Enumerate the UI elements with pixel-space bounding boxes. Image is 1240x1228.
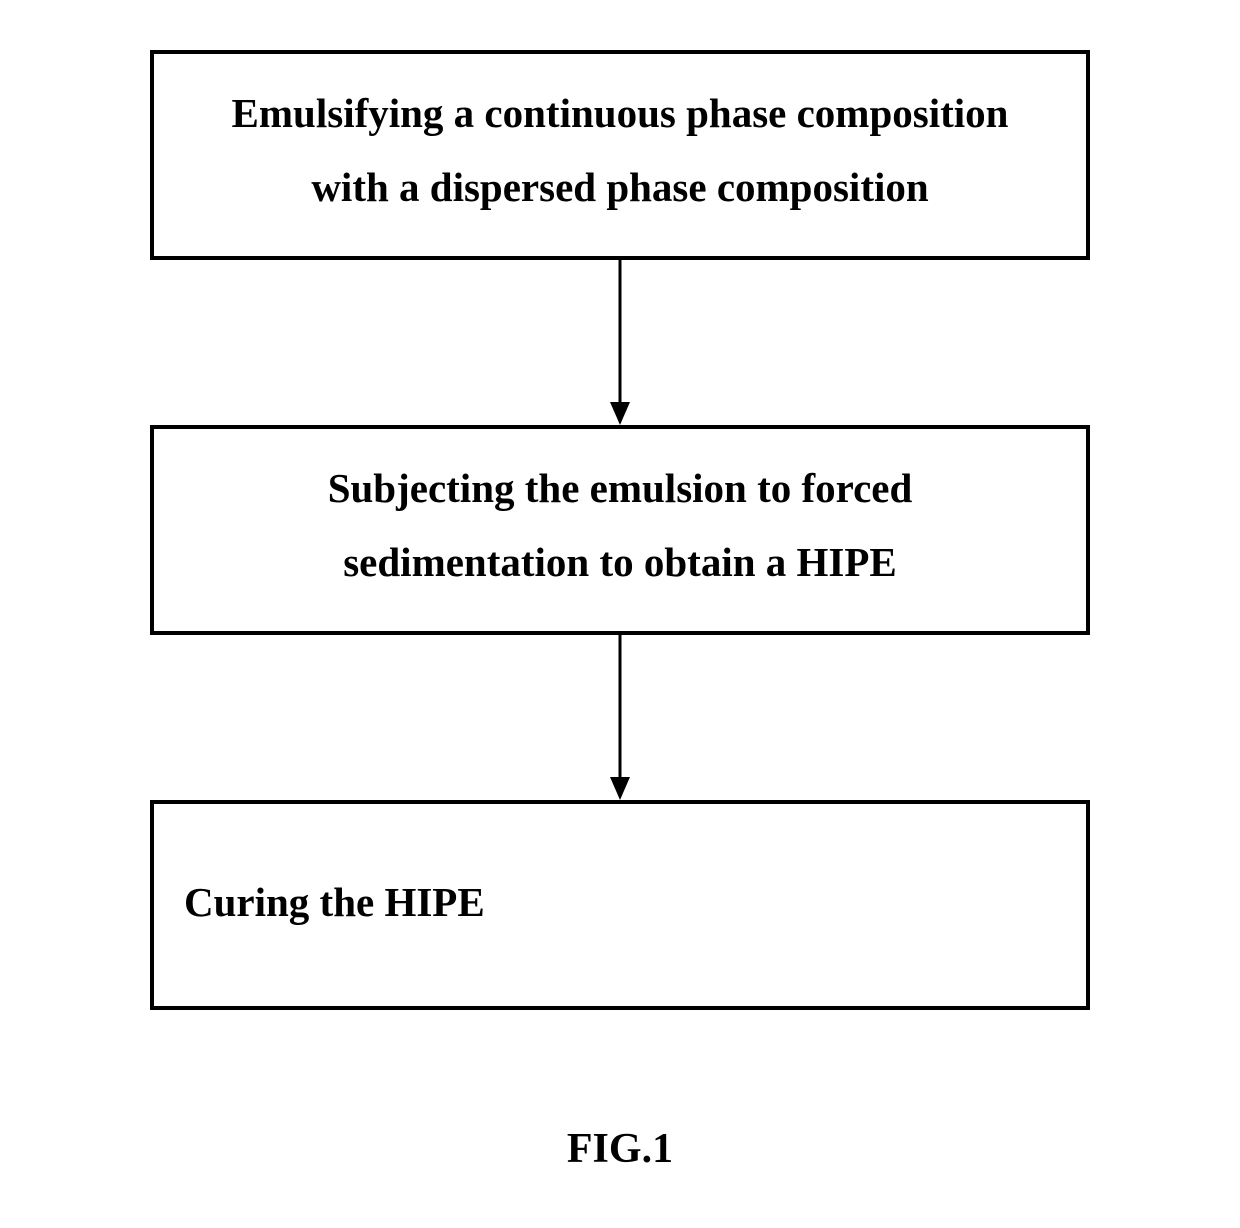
flowchart-step-3: Curing the HIPE bbox=[150, 800, 1090, 1010]
step-1-line-1: Emulsifying a continuous phase compositi… bbox=[232, 89, 1009, 138]
step-3-line-1: Curing the HIPE bbox=[184, 878, 485, 927]
arrow-1-container bbox=[605, 260, 635, 425]
flowchart-step-1: Emulsifying a continuous phase compositi… bbox=[150, 50, 1090, 260]
flowchart-container: Emulsifying a continuous phase compositi… bbox=[0, 50, 1240, 1173]
step-2-line-2: sedimentation to obtain a HIPE bbox=[343, 538, 897, 587]
step-1-line-2: with a dispersed phase composition bbox=[311, 163, 928, 212]
flowchart-step-2: Subjecting the emulsion to forced sedime… bbox=[150, 425, 1090, 635]
step-2-line-1: Subjecting the emulsion to forced bbox=[328, 464, 913, 513]
arrow-down-icon bbox=[605, 260, 635, 425]
arrow-down-icon bbox=[605, 635, 635, 800]
arrow-2-container bbox=[605, 635, 635, 800]
figure-label: FIG.1 bbox=[567, 1125, 673, 1173]
